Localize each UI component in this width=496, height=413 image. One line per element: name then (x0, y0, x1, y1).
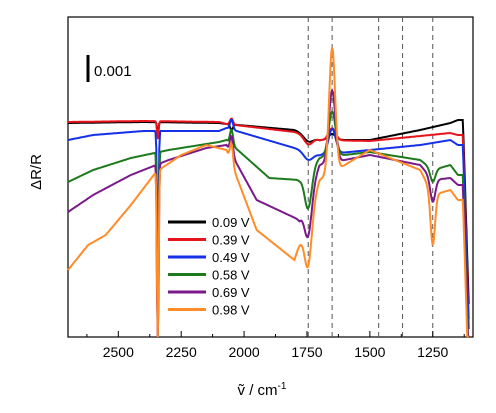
reference-lines (307, 17, 434, 337)
x-tick-label-0: 2500 (103, 344, 134, 360)
legend-label-2: 0.49 V (212, 250, 250, 265)
legend-label-1: 0.39 V (212, 233, 250, 248)
legend-label-0: 0.09 V (212, 215, 250, 230)
series-line-3 (67, 109, 470, 338)
x-axis-label-superscript: -1 (278, 381, 287, 392)
x-tick-label-5: 1250 (417, 344, 448, 360)
x-tick-label-4: 1500 (354, 344, 385, 360)
series-line-2 (67, 118, 470, 330)
legend: 0.09 V 0.39 V 0.49 V 0.58 V 0.69 V 0.98 V (168, 215, 250, 318)
series-line-5 (67, 47, 469, 338)
x-axis-label: ṽ / cm-1 (238, 381, 287, 399)
y-axis-label: ΔR/R (28, 154, 45, 190)
legend-label-5: 0.98 V (212, 303, 250, 318)
series-line-1 (68, 117, 470, 320)
x-tick-label-1: 2250 (166, 344, 197, 360)
legend-label-4: 0.69 V (212, 285, 250, 300)
series-group (67, 47, 470, 338)
scale-bar: 0.001 (86, 55, 132, 82)
scale-bar-label: 0.001 (94, 63, 132, 80)
x-tick-label-2: 2000 (229, 344, 260, 360)
x-axis-label-main: ṽ / cm (238, 382, 278, 399)
x-axis-ticks: 2500 2250 2000 1750 1500 1250 (86, 331, 465, 360)
series-line-4 (67, 87, 469, 338)
series-line-0 (68, 119, 470, 305)
legend-label-3: 0.58 V (212, 268, 250, 283)
x-tick-label-3: 1750 (291, 344, 322, 360)
plot-frame (67, 16, 474, 338)
